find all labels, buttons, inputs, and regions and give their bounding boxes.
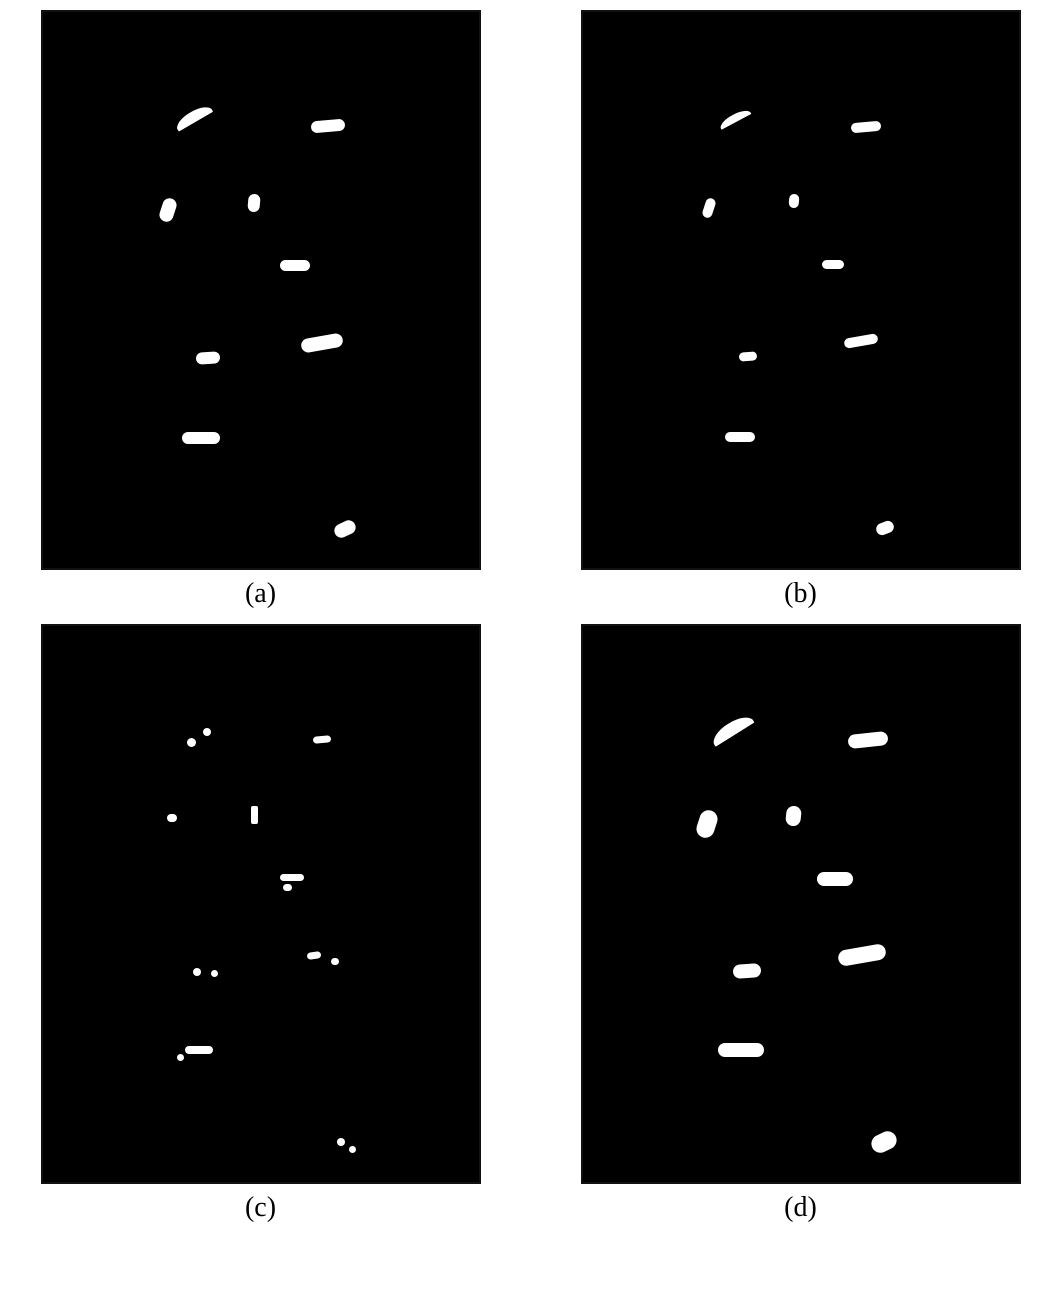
panel-d-wrap: (d) (581, 624, 1021, 1224)
blob (332, 518, 358, 540)
blob (337, 1138, 345, 1146)
blob (718, 1043, 764, 1057)
panel-c-wrap: (c) (41, 624, 481, 1224)
blob (173, 102, 217, 138)
panel-c (41, 624, 481, 1184)
blob (701, 197, 717, 219)
blob (306, 951, 321, 960)
caption-b: (b) (784, 578, 817, 610)
blob (874, 519, 895, 537)
blob (725, 432, 755, 442)
blob (738, 351, 757, 361)
blob (187, 738, 196, 747)
blob (283, 884, 292, 891)
blob (822, 260, 844, 269)
blob (177, 1054, 184, 1061)
panel-b-wrap: (b) (581, 10, 1021, 610)
figure-grid: (a) (b) (c) (d) (40, 10, 1021, 1224)
blob (203, 728, 211, 736)
blob (310, 119, 345, 134)
blob (836, 943, 886, 967)
blob (784, 805, 801, 826)
caption-d: (d) (784, 1192, 817, 1224)
blob (349, 1146, 356, 1153)
blob (157, 196, 178, 223)
blob (788, 194, 799, 209)
blob (708, 711, 759, 754)
blob (850, 121, 881, 134)
blob (300, 332, 344, 353)
blob (247, 194, 261, 213)
panel-b (581, 10, 1021, 570)
blob (847, 731, 888, 749)
blob (717, 107, 754, 135)
panel-a-wrap: (a) (41, 10, 481, 610)
blob (195, 351, 220, 365)
blob (817, 872, 853, 886)
panel-d (581, 624, 1021, 1184)
blob (280, 874, 304, 881)
caption-c: (c) (245, 1192, 276, 1224)
blob (280, 260, 310, 271)
blob (868, 1128, 899, 1156)
blob (843, 333, 878, 349)
blob (185, 1046, 213, 1054)
blob (312, 735, 331, 744)
blob (694, 808, 720, 840)
blob (193, 968, 201, 976)
blob (182, 432, 220, 444)
blob (331, 958, 339, 965)
panel-a (41, 10, 481, 570)
caption-a: (a) (245, 578, 276, 610)
blob (251, 806, 258, 824)
blob (211, 970, 218, 977)
blob (167, 814, 177, 822)
blob (732, 963, 761, 979)
